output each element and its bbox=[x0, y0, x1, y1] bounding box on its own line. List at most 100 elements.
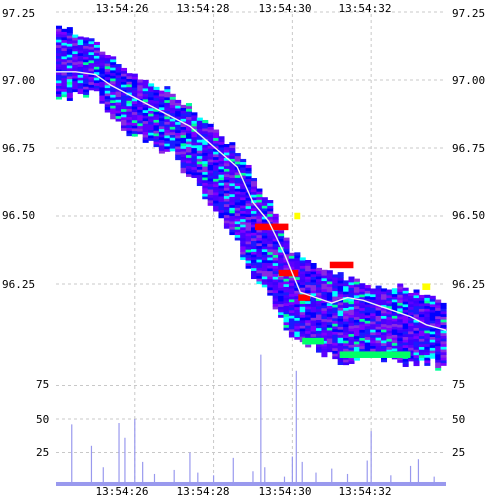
depth-cell bbox=[115, 104, 122, 108]
depth-cell bbox=[353, 300, 360, 304]
depth-cell bbox=[196, 131, 203, 135]
depth-cell bbox=[202, 155, 209, 159]
depth-cell bbox=[213, 183, 220, 188]
depth-cell bbox=[413, 327, 420, 331]
depth-cell bbox=[56, 31, 63, 35]
depth-cell bbox=[104, 60, 111, 64]
depth-cell bbox=[321, 286, 328, 290]
depth-cell bbox=[213, 181, 220, 185]
depth-cell bbox=[158, 134, 165, 138]
depth-cell bbox=[386, 324, 393, 329]
depth-cell bbox=[131, 89, 138, 94]
depth-cell bbox=[397, 329, 404, 333]
depth-cell bbox=[326, 297, 333, 301]
depth-cell bbox=[381, 326, 388, 330]
depth-cell bbox=[353, 357, 360, 361]
depth-cell bbox=[375, 285, 382, 289]
depth-cell bbox=[245, 216, 252, 220]
depth-cell bbox=[353, 311, 360, 315]
depth-cell bbox=[256, 242, 263, 247]
depth-cell bbox=[272, 273, 279, 277]
depth-cell bbox=[88, 84, 95, 88]
depth-cell bbox=[364, 306, 371, 310]
depth-cell bbox=[104, 103, 111, 108]
depth-cell bbox=[375, 329, 382, 333]
depth-cell bbox=[256, 199, 263, 203]
depth-cell bbox=[256, 256, 263, 260]
depth-cell bbox=[413, 322, 420, 326]
depth-cell bbox=[353, 319, 360, 323]
depth-cell bbox=[245, 184, 252, 188]
depth-cell bbox=[256, 281, 263, 285]
depth-cell bbox=[321, 324, 328, 328]
depth-cell bbox=[213, 175, 220, 179]
depth-cell bbox=[115, 83, 122, 87]
depth-cell bbox=[381, 331, 388, 336]
depth-cell bbox=[104, 79, 111, 83]
depth-cell bbox=[158, 117, 165, 121]
depth-cell bbox=[413, 289, 420, 293]
depth-cell bbox=[240, 243, 247, 247]
depth-cell bbox=[164, 110, 171, 114]
depth-cell bbox=[186, 152, 193, 156]
depth-cell bbox=[343, 323, 350, 328]
depth-cell bbox=[337, 285, 344, 289]
depth-cell bbox=[418, 319, 425, 323]
depth-cell bbox=[424, 313, 431, 317]
depth-cell bbox=[229, 218, 236, 222]
depth-cell bbox=[326, 302, 333, 306]
depth-cell bbox=[77, 90, 84, 95]
depth-cell bbox=[77, 80, 84, 84]
depth-cell bbox=[207, 129, 214, 133]
depth-cell bbox=[381, 304, 388, 308]
depth-cell bbox=[348, 322, 355, 326]
depth-cell bbox=[353, 286, 360, 290]
depth-cell bbox=[158, 142, 165, 146]
depth-cell bbox=[408, 292, 415, 297]
depth-cell bbox=[316, 286, 323, 291]
depth-cell bbox=[408, 298, 415, 302]
depth-cell bbox=[251, 275, 258, 280]
depth-cell bbox=[202, 130, 209, 134]
depth-cell bbox=[278, 233, 285, 237]
depth-cell bbox=[137, 109, 144, 113]
volume-bars bbox=[56, 354, 446, 486]
depth-cell bbox=[397, 299, 404, 303]
depth-cell bbox=[305, 311, 312, 315]
depth-cell bbox=[77, 47, 84, 51]
depth-cell bbox=[153, 92, 160, 96]
depth-cell bbox=[175, 110, 182, 114]
depth-cell bbox=[196, 150, 203, 154]
depth-cell bbox=[207, 180, 214, 185]
depth-cell bbox=[234, 174, 241, 178]
depth-cell bbox=[326, 308, 333, 312]
depth-cell bbox=[305, 292, 312, 296]
depth-cell bbox=[321, 299, 328, 303]
depth-cell bbox=[413, 346, 420, 350]
depth-cell bbox=[104, 55, 111, 59]
depth-cell bbox=[332, 331, 339, 335]
depth-cell bbox=[180, 132, 187, 136]
depth-cell bbox=[153, 116, 160, 120]
depth-cell bbox=[435, 340, 442, 344]
depth-cell bbox=[56, 33, 63, 37]
depth-cell bbox=[267, 238, 274, 242]
depth-cell bbox=[418, 322, 425, 326]
depth-cell bbox=[440, 338, 447, 342]
depth-cell bbox=[364, 287, 371, 291]
depth-cell bbox=[429, 298, 436, 302]
depth-cell bbox=[180, 145, 187, 149]
depth-cell bbox=[267, 289, 274, 293]
depth-cell bbox=[375, 342, 382, 346]
depth-cell bbox=[218, 215, 225, 219]
depth-cell bbox=[256, 234, 263, 238]
depth-cell bbox=[408, 328, 415, 332]
depth-cell bbox=[148, 124, 155, 128]
depth-cell bbox=[272, 246, 279, 250]
depth-cell bbox=[191, 139, 198, 143]
depth-cell bbox=[213, 132, 220, 136]
depth-cell bbox=[310, 320, 317, 324]
depth-cell bbox=[375, 345, 382, 349]
depth-cell bbox=[158, 120, 165, 124]
depth-cell bbox=[56, 96, 63, 100]
